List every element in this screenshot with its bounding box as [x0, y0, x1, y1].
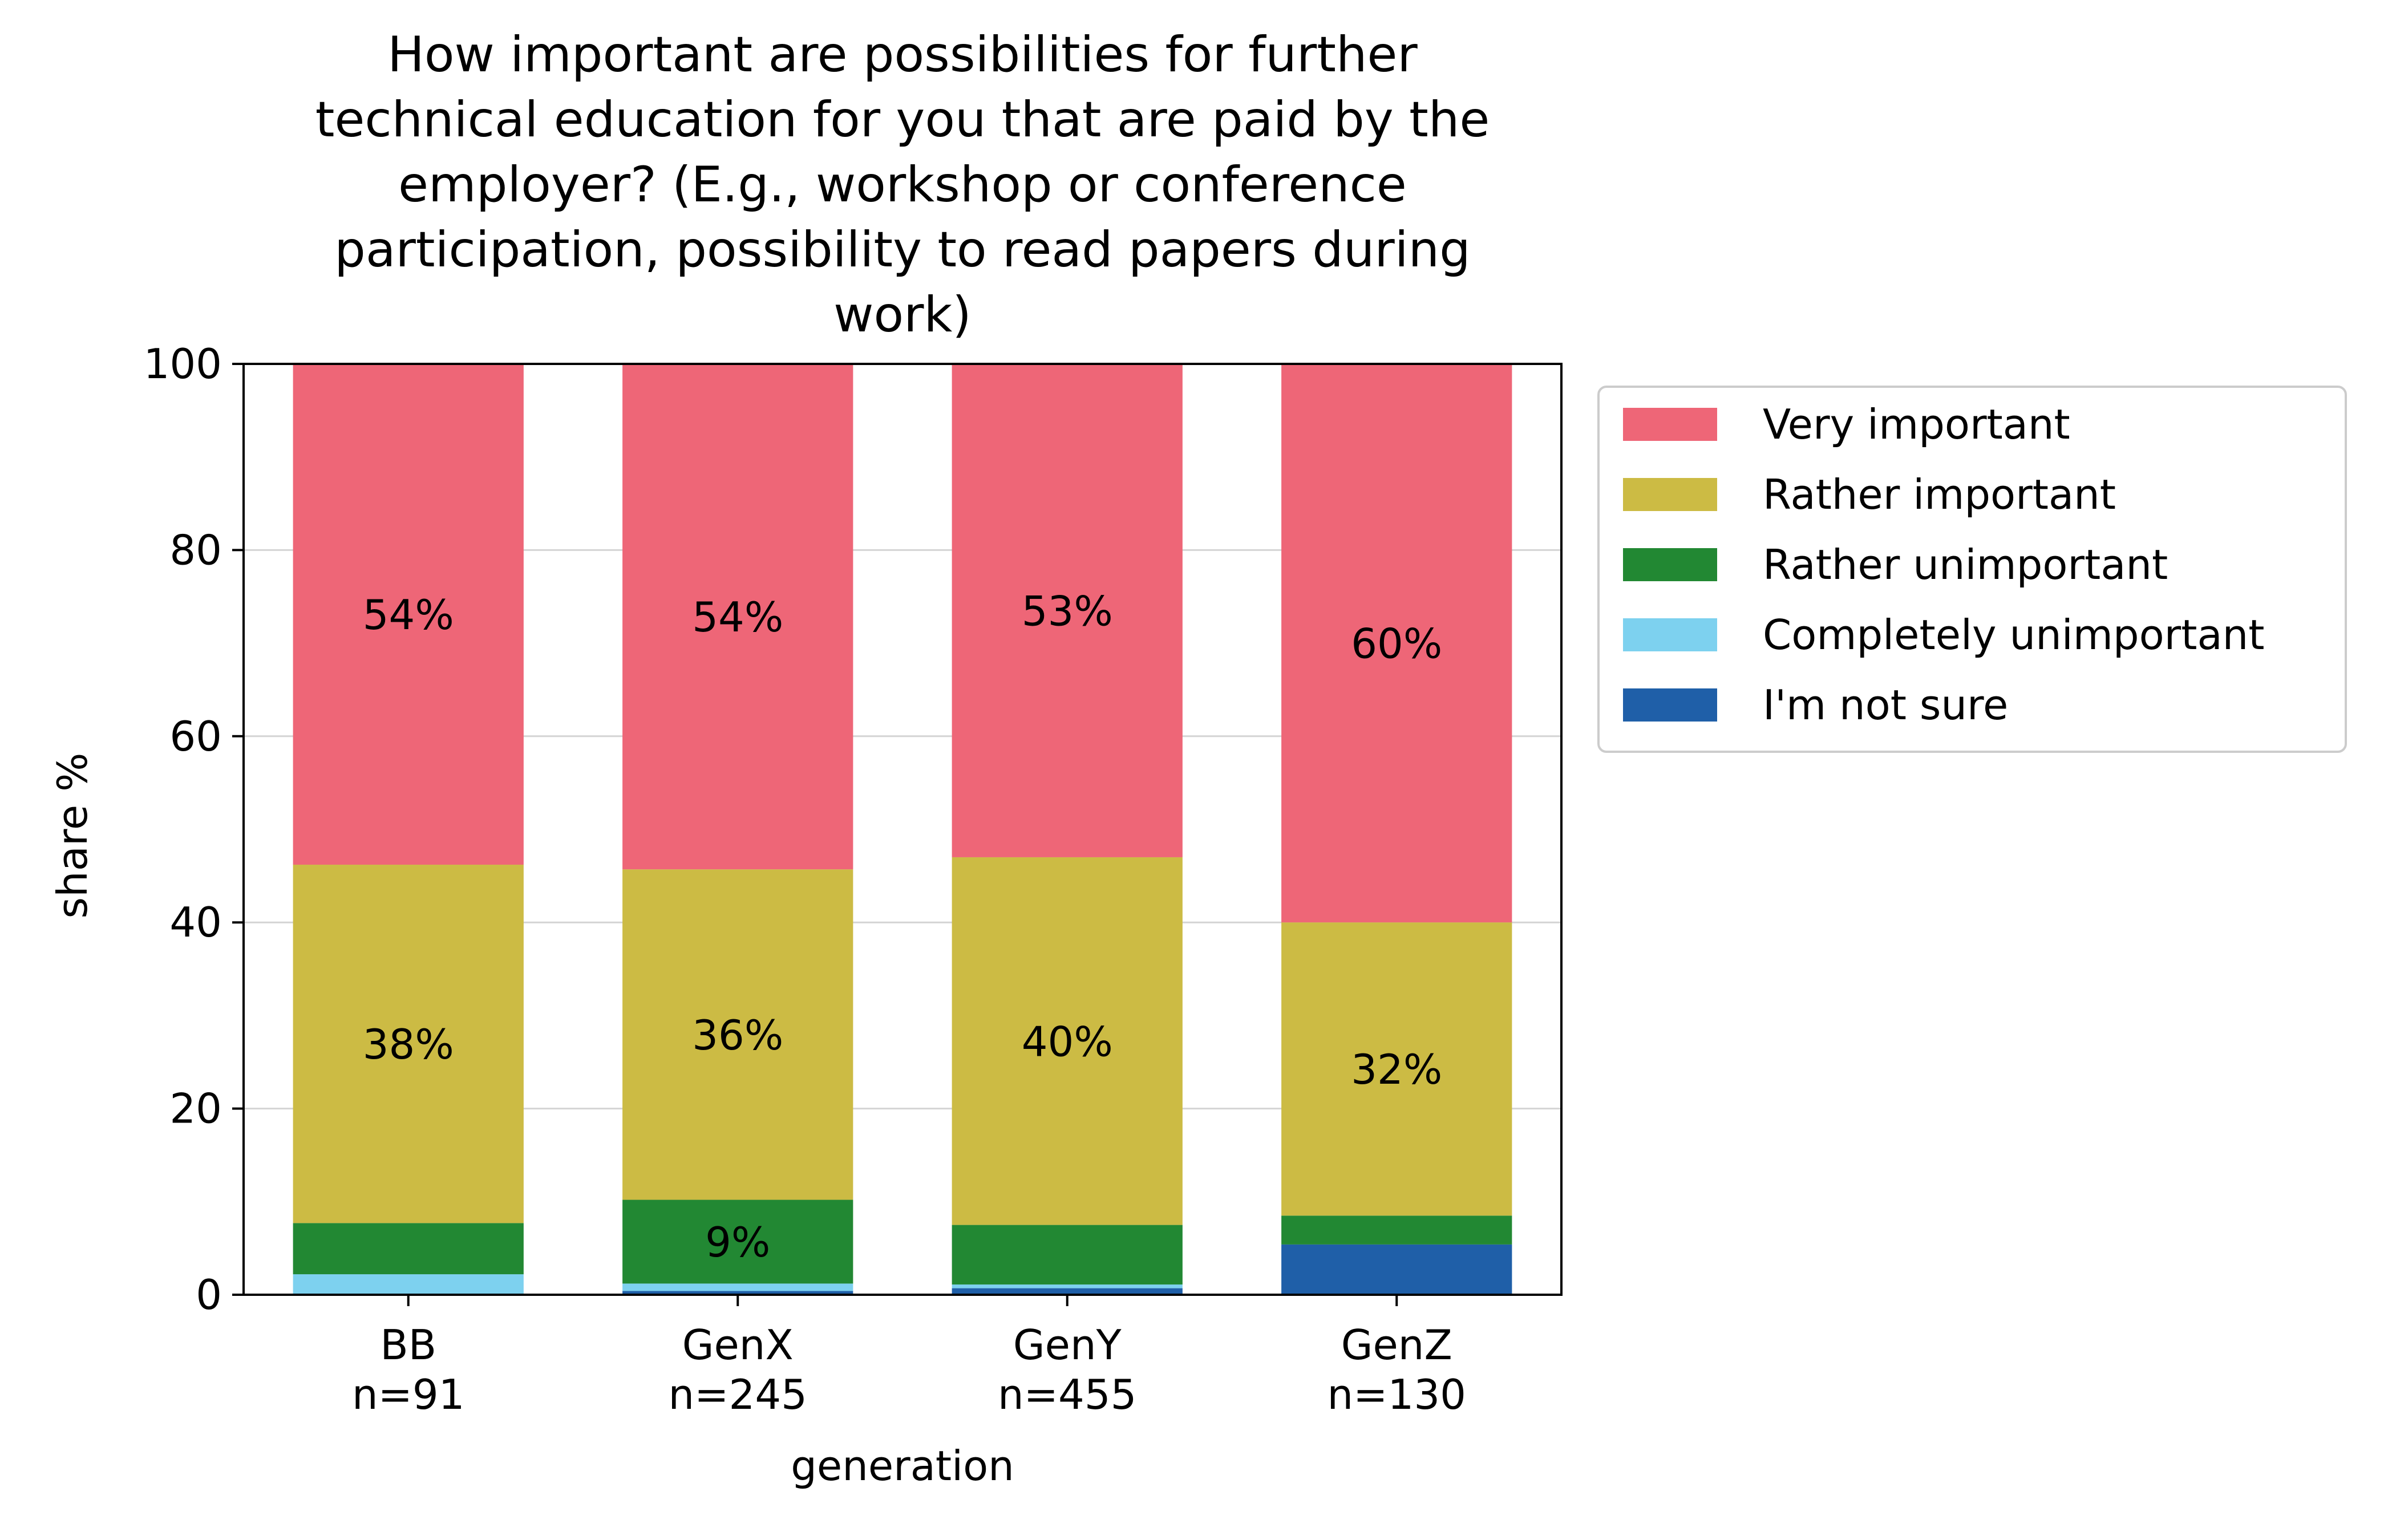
x-tick-sublabel: n=455	[998, 1371, 1136, 1419]
bar-segment	[622, 1199, 853, 1284]
bar-segment	[293, 1223, 524, 1275]
y-tick-label: 100	[144, 340, 222, 388]
segment-label: 38%	[363, 1020, 454, 1068]
bar-segment	[952, 857, 1183, 1225]
segment-label: 40%	[1022, 1018, 1113, 1065]
x-tick-label: GenZ	[1341, 1321, 1452, 1369]
legend-box	[1597, 386, 2347, 753]
title-line: employer? (E.g., workshop or conference	[398, 156, 1407, 213]
bar-segment	[1281, 1215, 1512, 1245]
segment-label: 9%	[705, 1218, 770, 1266]
chart-title: How important are possibilities for furt…	[315, 26, 1490, 343]
x-tick-label: GenY	[1013, 1321, 1122, 1369]
bar-segment	[622, 364, 853, 870]
bars	[293, 364, 1512, 1295]
title-line: How important are possibilities for furt…	[387, 26, 1418, 83]
legend-label: Rather unimportant	[1763, 541, 2168, 589]
legend-swatch	[1623, 478, 1717, 511]
segment-label: 60%	[1351, 620, 1442, 668]
title-line: technical education for you that are pai…	[315, 91, 1490, 148]
bar-segment	[293, 1274, 524, 1295]
segment-label: 36%	[692, 1011, 783, 1059]
x-axis-label: generation	[791, 1442, 1014, 1490]
plot-frame	[242, 363, 1563, 1296]
bar-segment	[952, 1225, 1183, 1285]
bar-segment	[622, 1283, 853, 1291]
segment-label: 53%	[1022, 587, 1113, 635]
segment-label: 32%	[1351, 1045, 1442, 1093]
segment-label: 54%	[363, 591, 454, 639]
segment-label: 54%	[692, 593, 783, 641]
bar-segment	[952, 364, 1183, 857]
y-tick-label: 80	[169, 526, 222, 574]
x-tick-label: BB	[380, 1321, 436, 1369]
x-tick-sublabel: n=245	[669, 1371, 807, 1419]
bar-segment	[293, 364, 524, 865]
bar-segment	[1281, 364, 1512, 923]
bar-segment	[293, 865, 524, 1223]
y-tick-label: 40	[169, 898, 222, 946]
bar-segment	[1281, 1244, 1512, 1295]
bar-segment	[1281, 922, 1512, 1216]
legend: Very important Rather important Rather uni…	[1597, 386, 2347, 753]
title-line: work)	[833, 286, 972, 343]
legend-label: Very important	[1763, 400, 2070, 448]
legend-label: I'm not sure	[1763, 681, 2008, 729]
x-tick-label: GenX	[682, 1321, 794, 1369]
legend-swatch	[1623, 688, 1717, 722]
legend-label: Completely unimportant	[1763, 611, 2264, 659]
legend-swatch	[1623, 548, 1717, 581]
bar-segment	[952, 1288, 1183, 1295]
bar-segment	[622, 1291, 853, 1295]
y-axis-label: share %	[48, 753, 96, 919]
bar-segment	[952, 1284, 1183, 1288]
x-tick-sublabel: n=91	[352, 1371, 465, 1419]
legend-label: Rather important	[1763, 471, 2116, 518]
legend-swatch	[1623, 618, 1717, 651]
bar-segment	[622, 869, 853, 1200]
y-tick-label: 60	[169, 712, 222, 760]
legend-swatch	[1623, 408, 1717, 441]
title-line: participation, possibility to read paper…	[334, 221, 1470, 278]
y-tick-label: 0	[196, 1271, 222, 1319]
x-tick-sublabel: n=130	[1327, 1371, 1466, 1419]
y-tick-label: 20	[169, 1085, 222, 1133]
data-labels: 38% 54% 9% 36% 54% 40% 53% 32% 60%	[363, 587, 1443, 1266]
